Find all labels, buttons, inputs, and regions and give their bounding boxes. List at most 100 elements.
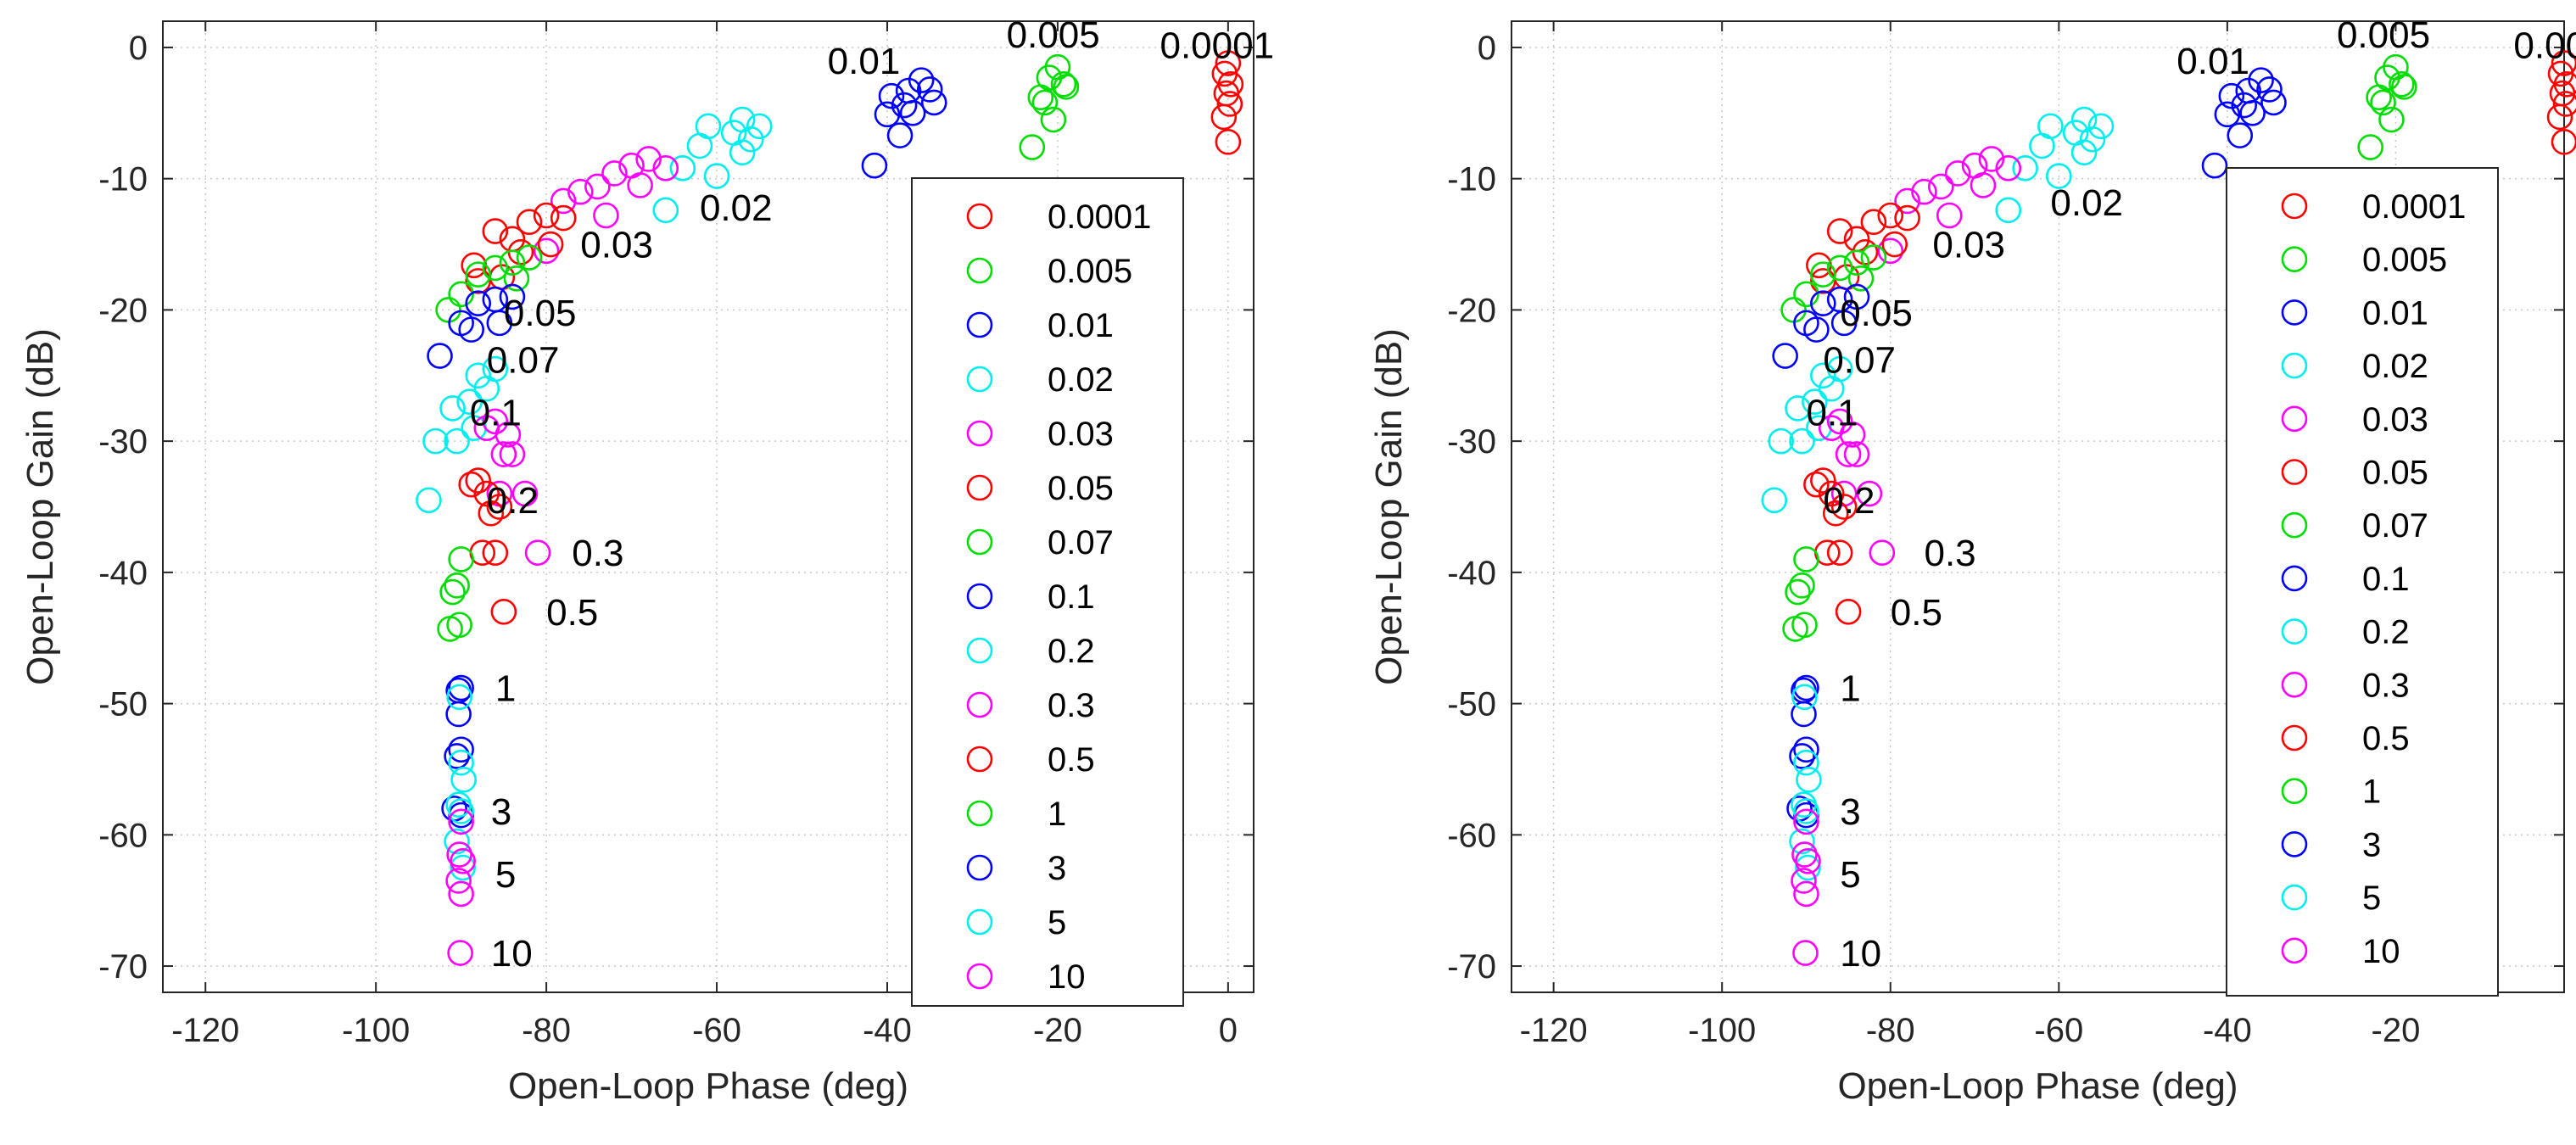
data-point (2079, 126, 2106, 153)
data-point (2378, 106, 2405, 133)
legend-marker (966, 854, 993, 881)
data-point (2256, 76, 2283, 103)
data-point (1810, 467, 1836, 494)
data-point (1860, 209, 1887, 236)
legend-label: 1 (2362, 774, 2381, 811)
data-point (886, 122, 914, 148)
legend-item: 1 (966, 796, 1066, 833)
data-point (746, 113, 773, 140)
series-1 (1782, 546, 1819, 642)
legend-item: 10 (2281, 933, 2400, 970)
legend-marker (2281, 405, 2308, 433)
data-point (1847, 265, 1875, 292)
annotation-label: 10 (491, 933, 533, 975)
series-0.07 (435, 244, 543, 323)
data-point (516, 209, 543, 236)
data-point (2551, 50, 2576, 76)
data-point (486, 310, 513, 337)
data-point (2389, 70, 2415, 98)
data-point (2357, 134, 2383, 160)
data-point (533, 202, 560, 229)
legend-marker (2281, 352, 2308, 379)
legend-marker (2281, 831, 2308, 857)
data-point (2239, 100, 2266, 126)
legend-label: 0.01 (1048, 307, 1114, 344)
data-point (448, 808, 474, 835)
legend-item: 0.07 (966, 524, 1114, 561)
data-point (450, 767, 477, 793)
y-tick-label: -20 (98, 292, 148, 329)
x-tick-label: -60 (692, 1012, 741, 1049)
series-0.01 (861, 67, 947, 179)
data-point (1860, 244, 1887, 271)
legend-item: 5 (966, 904, 1066, 941)
legend-item: 5 (2281, 880, 2381, 917)
data-point (450, 847, 476, 874)
data-point (2370, 89, 2396, 116)
legend-marker (966, 366, 993, 393)
annotation-label: 0.5 (1891, 592, 1942, 634)
annotation-label: 0.1 (1806, 393, 1858, 434)
data-point (439, 395, 466, 422)
data-point (1843, 283, 1870, 310)
data-point (891, 92, 918, 119)
series-5 (444, 684, 477, 881)
legend-label: 0.5 (2362, 720, 2410, 757)
data-point (499, 283, 526, 310)
data-point (1843, 249, 1870, 276)
series-0.2 (1761, 355, 1853, 514)
legend-label: 0.03 (1048, 416, 1114, 453)
legend-marker (2281, 193, 2308, 220)
data-point (1785, 578, 1811, 606)
chart-left: -120 -100 -80 -60 -40 -20 0 0 -10 -20 -30 -40 -50 -60… (20, 14, 1274, 1107)
data-point (465, 290, 492, 316)
legend-label: 0.03 (2362, 401, 2428, 438)
data-point (1792, 940, 1819, 966)
annotation-label: 0.5 (546, 592, 598, 634)
legend-item: 0.005 (966, 253, 1132, 290)
legend-label: 1 (1048, 796, 1066, 833)
data-point (1839, 422, 1866, 448)
legend-label: 5 (1048, 904, 1066, 941)
data-point (486, 494, 513, 520)
legend-item: 0.07 (2281, 507, 2428, 545)
data-point (448, 674, 474, 701)
data-point (1789, 828, 1815, 855)
data-point (422, 427, 449, 455)
annotation-label: 1 (1840, 668, 1860, 710)
annotation-label: 0.01 (828, 41, 901, 82)
data-point (1027, 84, 1054, 111)
legend-label: 0.02 (1048, 361, 1114, 399)
data-point (1772, 343, 1798, 369)
data-point (448, 880, 474, 908)
data-point (1810, 362, 1836, 389)
data-point (1215, 50, 1242, 76)
legend-item: 0.5 (2281, 720, 2410, 757)
data-point (490, 598, 517, 625)
data-point (2366, 84, 2392, 111)
data-point (448, 749, 474, 776)
legend-label: 10 (2362, 933, 2400, 970)
chart-right: -120 -100 -80 -60 -40 -20 0 -10 -20 -30 -40 -50 -60 -… (1368, 14, 2576, 1107)
data-point (1050, 70, 1077, 98)
data-point (482, 539, 509, 566)
data-point (1810, 290, 1836, 316)
legend-marker (2281, 618, 2308, 645)
data-point (1826, 254, 1853, 282)
y-tick-label: -10 (98, 161, 148, 198)
data-point (861, 152, 888, 179)
data-point (686, 132, 713, 159)
series-0.3 (1818, 408, 1896, 566)
data-point (1995, 154, 2022, 182)
series-0.005 (2357, 53, 2417, 160)
legend-marker (2281, 778, 2308, 805)
legend-label: 0.005 (1048, 253, 1132, 290)
data-point (1830, 310, 1858, 337)
data-point (1802, 388, 1828, 416)
legend-label: 0.07 (2362, 507, 2428, 545)
series-0.03 (533, 146, 679, 265)
data-point (1215, 129, 1242, 155)
data-point (1789, 743, 1815, 769)
data-point (1869, 539, 1896, 566)
